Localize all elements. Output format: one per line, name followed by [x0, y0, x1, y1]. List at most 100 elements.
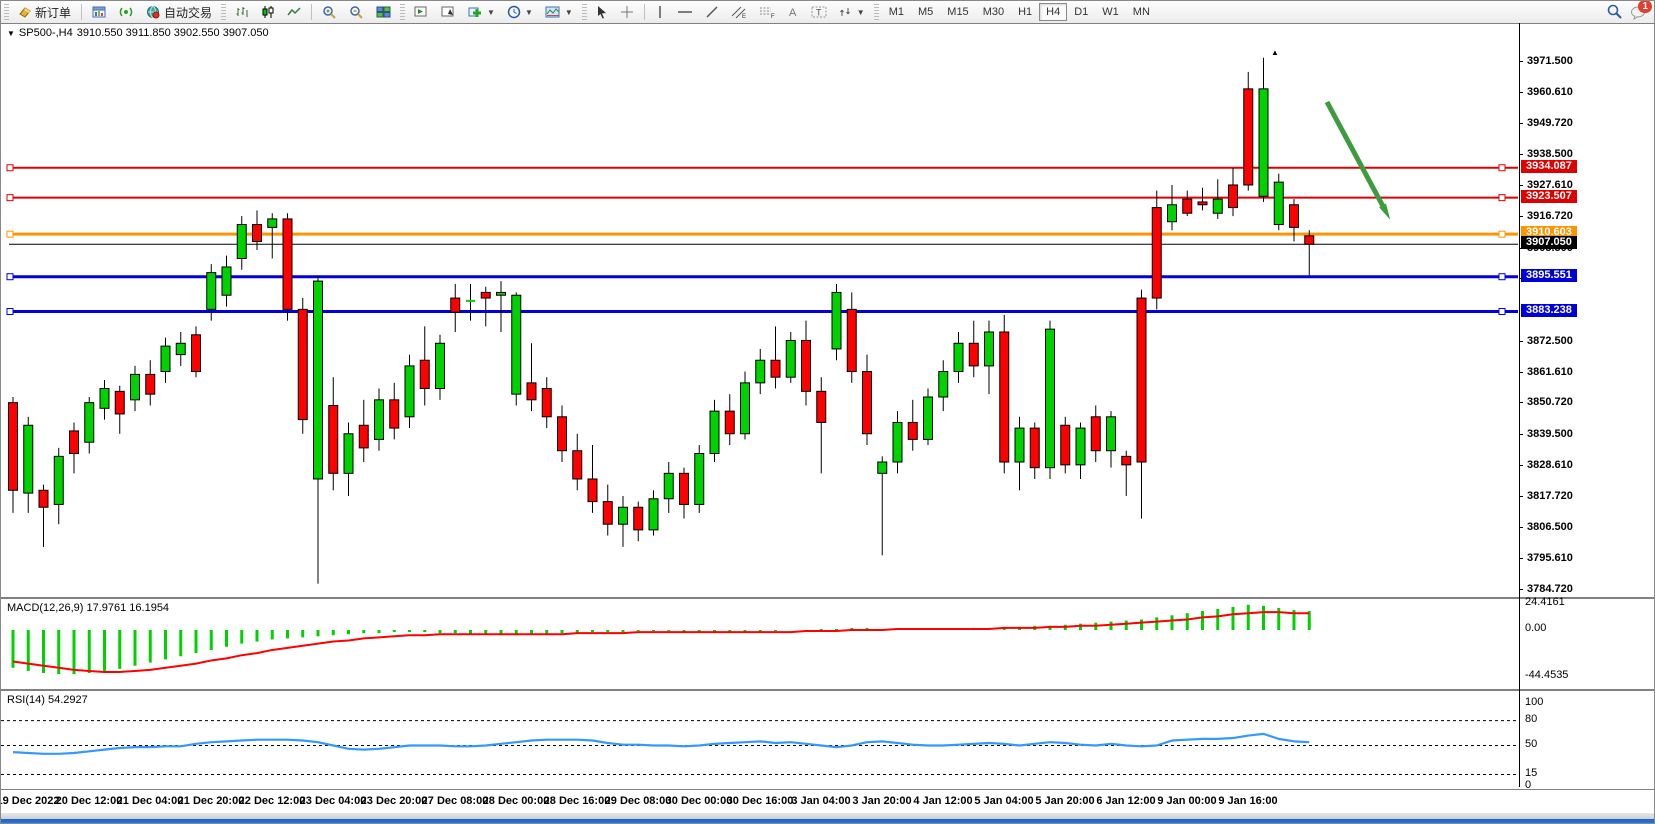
line-handle[interactable] — [6, 273, 14, 281]
candle-70[interactable] — [1075, 422, 1086, 479]
toolbar-grip[interactable] — [400, 4, 406, 20]
candle-29[interactable] — [450, 283, 461, 332]
time-axis[interactable]: 19 Dec 2022 20 Dec 12:00 21 Dec 04:00 21 De… — [1, 789, 1654, 814]
chart-shift-marker[interactable]: ▲ — [1271, 48, 1279, 57]
candle-68[interactable] — [1045, 320, 1055, 479]
candle-61[interactable] — [938, 360, 949, 412]
add-indicator-button[interactable]: ▼ — [463, 1, 500, 23]
channel-button[interactable]: E — [726, 1, 752, 23]
trendline-button[interactable] — [700, 1, 724, 23]
candle-19[interactable] — [297, 298, 308, 434]
candle-3[interactable] — [53, 447, 64, 525]
line-handle[interactable] — [6, 194, 14, 202]
candle-40[interactable] — [618, 495, 628, 547]
candle-30[interactable] — [466, 283, 475, 321]
candle-75[interactable] — [1151, 190, 1162, 310]
candle-60[interactable] — [923, 388, 933, 446]
candle-16[interactable] — [252, 210, 262, 250]
line-handle[interactable] — [1498, 308, 1506, 316]
candle-84[interactable] — [1289, 199, 1299, 242]
candle-33[interactable] — [511, 292, 522, 406]
candle-37[interactable] — [572, 433, 583, 491]
candle-34[interactable] — [526, 343, 537, 412]
toolbar-grip[interactable] — [221, 4, 227, 20]
candle-17[interactable] — [267, 213, 278, 259]
candle-0[interactable] — [8, 396, 18, 513]
candle-41[interactable] — [633, 501, 644, 542]
cursor-button[interactable] — [591, 1, 613, 23]
timeframe-h4[interactable]: H4 — [1039, 3, 1068, 21]
candle-57[interactable] — [877, 456, 888, 556]
toolbar-grip[interactable] — [581, 4, 587, 20]
candle-31[interactable] — [480, 286, 491, 327]
bar-chart-button[interactable] — [230, 1, 254, 23]
zoom-out-button[interactable] — [344, 1, 369, 23]
line-handle[interactable] — [6, 230, 14, 238]
candle-76[interactable] — [1167, 184, 1177, 231]
candle-56[interactable] — [862, 354, 872, 446]
rsi-chart[interactable] — [1, 691, 1655, 789]
arrows-button[interactable]: ▼ — [834, 1, 870, 23]
candle-77[interactable] — [1182, 190, 1193, 217]
candle-53[interactable] — [816, 377, 827, 474]
line-chart-button[interactable] — [282, 1, 306, 23]
candle-24[interactable] — [374, 388, 384, 451]
timeframe-w1[interactable]: W1 — [1102, 6, 1119, 18]
line-handle[interactable] — [1498, 194, 1506, 202]
notifications-button[interactable]: 1 — [1630, 1, 1652, 20]
candle-54[interactable] — [831, 283, 842, 361]
candle-58[interactable] — [892, 411, 903, 474]
timeframe-h1[interactable]: H1 — [1018, 6, 1033, 18]
candle-83[interactable] — [1273, 173, 1284, 231]
candle-72[interactable] — [1106, 411, 1116, 468]
toolbar-grip[interactable] — [873, 4, 879, 20]
candle-82[interactable] — [1258, 57, 1269, 202]
tile-windows-button[interactable] — [371, 1, 396, 23]
candle-62[interactable] — [953, 331, 964, 383]
candle-21[interactable] — [328, 377, 339, 491]
symbol-dropdown-icon[interactable]: ▼ — [7, 28, 15, 38]
candle-66[interactable] — [1014, 416, 1025, 491]
candle-71[interactable] — [1090, 405, 1101, 463]
candle-52[interactable] — [801, 320, 811, 406]
candle-50[interactable] — [770, 326, 781, 389]
candle-79[interactable] — [1212, 179, 1223, 219]
crosshair-button[interactable] — [615, 1, 639, 23]
zoom-in-button[interactable] — [317, 1, 342, 23]
timeframe-m1[interactable]: M1 — [888, 6, 904, 18]
template-button[interactable]: ▼ — [540, 1, 578, 23]
candle-85[interactable] — [1304, 230, 1315, 276]
candle-12[interactable] — [191, 326, 201, 378]
candle-36[interactable] — [557, 405, 567, 463]
rsi-pane[interactable]: RSI(14) 54.2927 — [1, 689, 1655, 789]
candle-78[interactable] — [1197, 187, 1208, 211]
candle-18[interactable] — [282, 213, 293, 321]
candle-20[interactable] — [313, 275, 323, 584]
timeframe-m15[interactable]: M15 — [947, 6, 969, 18]
line-handle[interactable] — [1498, 230, 1506, 238]
candle-64[interactable] — [984, 320, 994, 395]
candle-9[interactable] — [145, 360, 156, 406]
candle-6[interactable] — [99, 380, 110, 420]
timeframe-m5[interactable]: M5 — [918, 6, 934, 18]
timeframe-d1[interactable]: D1 — [1074, 6, 1089, 18]
chart-title[interactable]: ▼ SP500-,H4 3910.550 3911.850 3902.550 3… — [7, 27, 269, 39]
line-handle[interactable] — [1498, 164, 1506, 172]
candle-59[interactable] — [907, 399, 918, 451]
candle-69[interactable] — [1060, 416, 1071, 474]
new-chart-button[interactable] — [409, 1, 434, 23]
candle-39[interactable] — [602, 484, 613, 536]
candle-25[interactable] — [389, 382, 400, 440]
candle-8[interactable] — [130, 365, 140, 412]
candle-28[interactable] — [435, 334, 445, 400]
candlestick-chart[interactable] — [1, 24, 1655, 596]
trend-arrow[interactable] — [1324, 100, 1388, 212]
market-watch-button[interactable] — [87, 1, 112, 23]
period-button[interactable]: ▼ — [502, 1, 538, 23]
candle-49[interactable] — [755, 348, 766, 395]
candle-44[interactable] — [679, 467, 689, 519]
candle-48[interactable] — [740, 371, 750, 440]
candle-51[interactable] — [785, 331, 796, 383]
candle-22[interactable] — [343, 422, 354, 496]
line-handle[interactable] — [6, 164, 14, 172]
